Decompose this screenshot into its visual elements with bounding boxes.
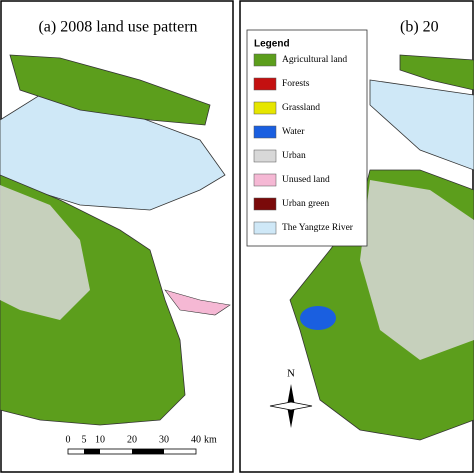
north-label: N bbox=[287, 368, 295, 380]
scale-label: 40 bbox=[191, 434, 201, 445]
legend-swatch bbox=[253, 197, 277, 211]
north-arrow: N bbox=[269, 368, 313, 428]
scale-label: 30 bbox=[159, 434, 169, 445]
legend-label: Water bbox=[282, 127, 305, 137]
island bbox=[399, 54, 474, 91]
legend-swatch bbox=[253, 77, 277, 91]
legend-swatch bbox=[253, 173, 277, 187]
scale-label: 10 bbox=[95, 434, 105, 445]
legend-label: Urban green bbox=[282, 199, 329, 209]
panel-title: (b) 20 bbox=[400, 19, 439, 36]
scale-label: 5 bbox=[82, 434, 87, 445]
scale-bar: 0 5 10 20 30 40 km bbox=[66, 434, 217, 455]
urban-area bbox=[0, 185, 90, 320]
north-arrow-shape bbox=[269, 401, 313, 411]
unused-land bbox=[164, 289, 231, 316]
legend-label: Urban bbox=[282, 151, 306, 161]
scale-label: 20 bbox=[127, 434, 137, 445]
scale-label: 0 bbox=[66, 434, 71, 445]
legend-swatch bbox=[253, 125, 277, 139]
lake bbox=[300, 306, 336, 330]
panel-title: (a) 2008 land use pattern bbox=[38, 19, 197, 36]
legend-title: Legend bbox=[254, 39, 290, 50]
legend: Legend Agricultural land Forests Grassland… bbox=[246, 29, 368, 247]
scale-unit: km bbox=[204, 434, 217, 445]
scale-bar-segment bbox=[132, 449, 164, 454]
legend-label: Forests bbox=[282, 79, 310, 89]
legend-label: The Yangtze River bbox=[282, 223, 354, 233]
legend-swatch bbox=[253, 53, 277, 67]
urban-area bbox=[360, 180, 474, 360]
panel-b: (b) 20 Legend Agricultural land Forests Gr… bbox=[239, 0, 474, 473]
legend-label: Agricultural land bbox=[282, 55, 347, 65]
scale-bar-segment bbox=[84, 449, 100, 454]
legend-swatch bbox=[253, 101, 277, 115]
yangtze-river bbox=[369, 79, 474, 171]
legend-swatch bbox=[253, 221, 277, 235]
legend-swatch bbox=[253, 149, 277, 163]
legend-label: Unused land bbox=[282, 175, 330, 185]
legend-label: Grassland bbox=[282, 103, 320, 113]
island bbox=[9, 54, 211, 126]
panel-a: (a) 2008 land use pattern 0 5 10 20 30 40 km bbox=[0, 0, 234, 473]
